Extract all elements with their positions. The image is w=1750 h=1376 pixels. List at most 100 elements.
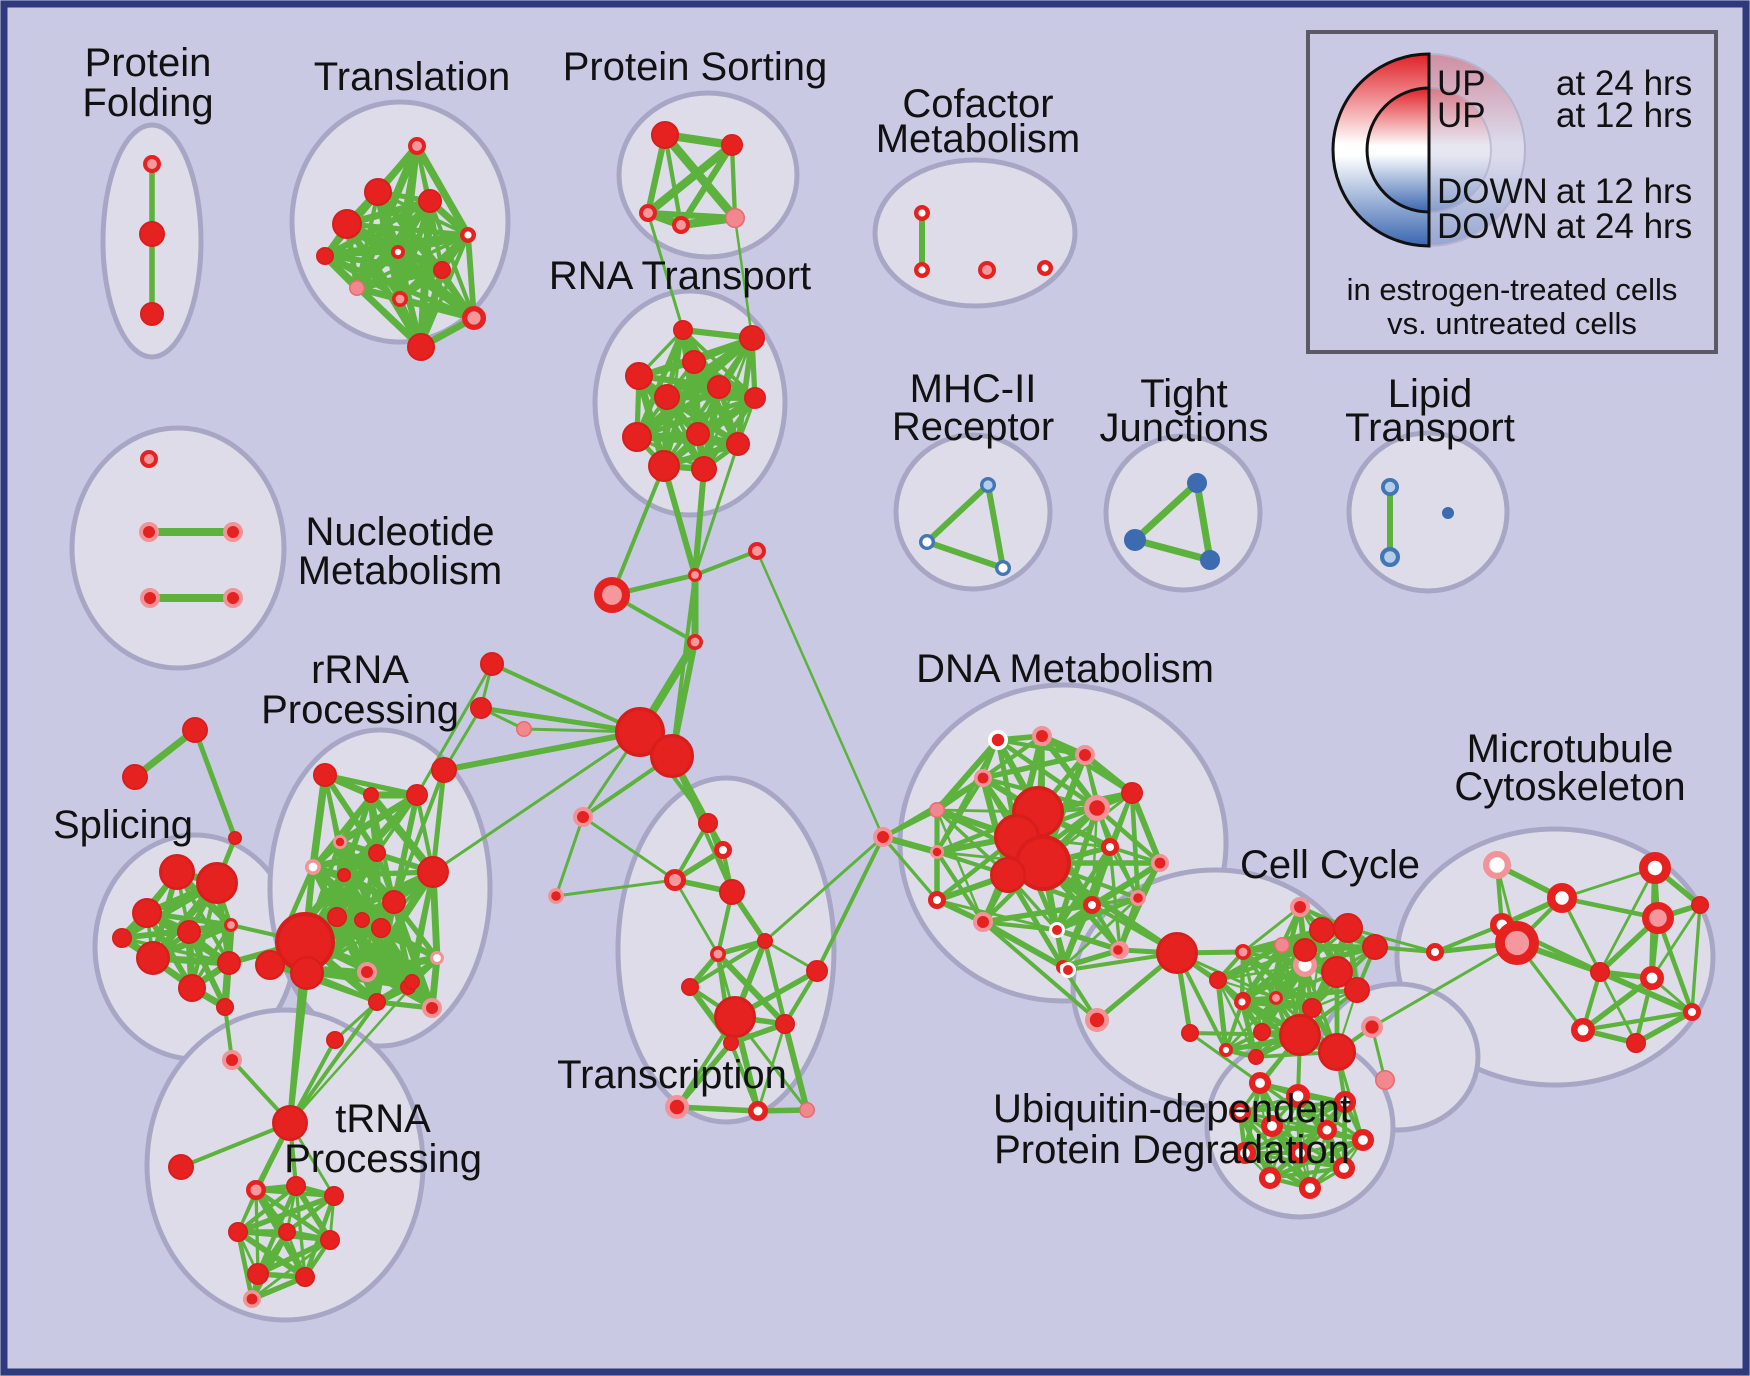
network-node-r[interactable]: [721, 134, 743, 156]
network-node-rw[interactable]: [1258, 1166, 1282, 1190]
network-node-p[interactable]: [349, 280, 365, 296]
network-node-r[interactable]: [406, 332, 436, 362]
network-node-rp[interactable]: [639, 204, 657, 222]
network-node-r[interactable]: [1279, 1014, 1321, 1056]
network-node-bw[interactable]: [994, 559, 1012, 577]
network-node-wr[interactable]: [1049, 922, 1065, 938]
network-node-pr[interactable]: [1032, 726, 1052, 746]
network-node-p[interactable]: [725, 208, 745, 228]
network-node-b[interactable]: [1200, 550, 1220, 570]
network-node-rw[interactable]: [1425, 942, 1445, 962]
network-node-r[interactable]: [725, 431, 751, 457]
network-node-rw[interactable]: [1248, 1071, 1272, 1095]
network-node-wr[interactable]: [1060, 962, 1076, 978]
network-node-pr[interactable]: [1075, 745, 1095, 765]
network-node-rw[interactable]: [1333, 1090, 1357, 1114]
network-node-r[interactable]: [1156, 932, 1198, 974]
network-node-rw[interactable]: [1233, 1141, 1257, 1165]
network-node-r[interactable]: [685, 421, 711, 447]
network-node-pr[interactable]: [222, 1050, 242, 1070]
network-node-r[interactable]: [327, 907, 347, 927]
network-node-rw[interactable]: [1218, 1042, 1234, 1058]
network-node-r[interactable]: [177, 973, 207, 1003]
network-node-r[interactable]: [650, 120, 680, 150]
network-node-r[interactable]: [431, 757, 457, 783]
network-node-r[interactable]: [673, 320, 693, 340]
network-node-rw[interactable]: [1351, 1128, 1375, 1152]
network-node-r[interactable]: [417, 188, 443, 214]
network-node-rp[interactable]: [1235, 943, 1252, 960]
network-node-pr[interactable]: [665, 1095, 690, 1120]
network-node-r[interactable]: [470, 697, 492, 719]
network-node-r[interactable]: [649, 733, 695, 779]
network-node-pr[interactable]: [973, 912, 993, 932]
network-node-r[interactable]: [1181, 1024, 1199, 1042]
network-node-r[interactable]: [1333, 912, 1364, 943]
network-node-r[interactable]: [286, 1176, 306, 1196]
network-node-rw[interactable]: [1571, 1017, 1596, 1042]
network-node-r[interactable]: [272, 1105, 308, 1141]
network-node-rp[interactable]: [1641, 901, 1674, 934]
network-node-r[interactable]: [406, 784, 428, 806]
network-node-rp[interactable]: [140, 450, 158, 468]
network-node-b[interactable]: [1442, 507, 1454, 519]
network-node-rw[interactable]: [390, 244, 406, 260]
network-node-rw[interactable]: [1082, 895, 1102, 915]
network-node-rp[interactable]: [408, 137, 426, 155]
network-node-rp[interactable]: [1269, 991, 1283, 1005]
network-node-pr[interactable]: [357, 962, 377, 982]
network-node-pr[interactable]: [1290, 897, 1310, 917]
network-node-p[interactable]: [1274, 937, 1290, 953]
network-node-r[interactable]: [320, 1230, 340, 1250]
network-node-rw[interactable]: [1288, 1141, 1312, 1165]
network-node-r[interactable]: [295, 1267, 315, 1287]
network-node-r[interactable]: [159, 854, 195, 890]
network-node-r[interactable]: [615, 707, 665, 757]
network-node-r[interactable]: [1292, 937, 1318, 963]
network-node-p[interactable]: [1375, 1070, 1395, 1090]
network-node-rw[interactable]: [713, 840, 733, 860]
network-node-rw[interactable]: [1639, 852, 1672, 885]
network-node-rp[interactable]: [978, 261, 996, 279]
network-node-pr[interactable]: [547, 887, 564, 904]
network-node-rw[interactable]: [1298, 1176, 1322, 1200]
network-node-r[interactable]: [744, 387, 766, 409]
network-node-rw[interactable]: [1317, 1120, 1337, 1140]
network-node-rp[interactable]: [246, 1180, 266, 1200]
network-node-r[interactable]: [176, 919, 202, 945]
network-node-r[interactable]: [1121, 782, 1143, 804]
network-node-rw[interactable]: [748, 1101, 768, 1121]
network-node-pr[interactable]: [332, 835, 347, 850]
network-node-pw[interactable]: [430, 951, 444, 965]
network-node-r[interactable]: [1302, 998, 1322, 1018]
network-node-r[interactable]: [354, 912, 370, 928]
network-node-r[interactable]: [698, 813, 718, 833]
network-node-rp[interactable]: [686, 633, 703, 650]
network-node-pr[interactable]: [930, 845, 945, 860]
network-node-r[interactable]: [691, 456, 717, 482]
network-node-r[interactable]: [331, 209, 362, 240]
network-node-r[interactable]: [381, 889, 407, 915]
network-node-rp[interactable]: [462, 306, 487, 331]
network-node-rp[interactable]: [593, 576, 630, 613]
network-node-rp[interactable]: [143, 155, 161, 173]
network-node-rp[interactable]: [1494, 921, 1539, 966]
network-node-r[interactable]: [1248, 1049, 1264, 1065]
network-node-r[interactable]: [312, 762, 338, 788]
network-node-pr[interactable]: [1360, 1016, 1383, 1039]
network-node-r[interactable]: [1626, 1033, 1646, 1053]
network-node-r[interactable]: [714, 996, 756, 1038]
network-node-r[interactable]: [254, 949, 285, 980]
network-node-r[interactable]: [196, 862, 238, 904]
network-node-r[interactable]: [1309, 917, 1335, 943]
network-node-b[interactable]: [1187, 473, 1207, 493]
network-node-rw[interactable]: [1233, 994, 1250, 1011]
network-node-r[interactable]: [681, 978, 699, 996]
network-node-r[interactable]: [363, 787, 379, 803]
network-node-pr[interactable]: [223, 522, 243, 542]
network-node-pr[interactable]: [1151, 853, 1170, 872]
network-node-bw[interactable]: [918, 533, 936, 551]
network-node-p[interactable]: [799, 1102, 815, 1118]
network-node-pr[interactable]: [573, 807, 593, 827]
network-node-p[interactable]: [516, 721, 532, 737]
